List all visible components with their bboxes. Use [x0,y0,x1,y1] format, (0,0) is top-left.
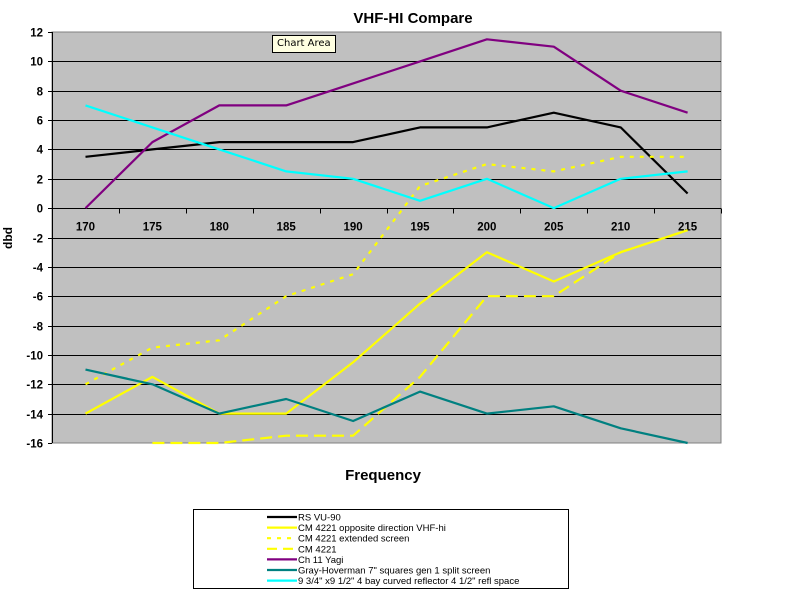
y-tick-label: -12 [26,380,43,392]
x-axis-title: Frequency [345,467,422,484]
series-path [152,229,688,445]
x-tick-label: 195 [410,222,430,234]
chart-area-tooltip: Chart Area [272,35,336,53]
series-path [85,111,689,195]
y-tick-label: -14 [26,410,43,422]
legend-label: Gray-Hoverman 7" squares gen 1 split scr… [298,566,490,577]
series-line[interactable] [152,229,688,445]
series-path [84,229,688,415]
chart-title: VHF-HI Compare [353,10,472,27]
series-line[interactable] [85,104,688,210]
legend-label: CM 4221 extended screen [298,534,409,545]
y-axis-ticks: 12 10 8 6 4 2 0 -2 -4 -6 -8 -10 -12 -14 -16 [26,28,53,451]
x-tick-label: 200 [477,222,496,234]
series-lines [84,38,689,445]
x-tick-label: 215 [678,222,698,234]
legend-item[interactable]: Gray-Hoverman 7" squares gen 1 split scr… [267,566,490,577]
x-tick-label: 205 [544,222,564,234]
y-tick-label: 4 [37,145,44,157]
x-axis: 170 175 180 185 190 195 200 205 210 215 [52,208,722,234]
x-tick-label: 170 [76,222,95,234]
series-line[interactable] [85,368,688,445]
y-axis-title: dbd [1,227,15,249]
y-tick-label: -6 [33,292,43,304]
x-tick-label: 180 [210,222,229,234]
legend-item[interactable]: 9 3/4" x9 1/2" 4 bay curved reflector 4 … [267,576,519,587]
series-path [85,368,688,445]
series-path [85,104,688,210]
y-tick-label: 0 [37,204,43,216]
legend-label: Ch 11 Yagi [298,555,343,566]
legend-item[interactable]: CM 4221 [267,544,337,555]
y-tick-label: -4 [33,263,44,275]
x-tick-label: 175 [143,222,163,234]
x-tick-label: 190 [343,222,362,234]
series-path [84,38,688,209]
legend-item[interactable]: RS VU-90 [267,513,341,524]
y-tick-label: 10 [30,57,43,69]
y-tick-label: -16 [26,439,43,451]
y-tick-label: 12 [30,28,43,40]
legend-label: 9 3/4" x9 1/2" 4 bay curved reflector 4 … [298,576,519,587]
y-tick-label: 8 [37,87,44,99]
legend-item[interactable]: CM 4221 extended screen [267,534,409,545]
y-tick-label: -8 [33,322,44,334]
series-line[interactable] [84,38,688,209]
x-tick-label: 210 [611,222,630,234]
x-tick-label: 185 [277,222,297,234]
legend-label: CM 4221 opposite direction VHF-hi [298,523,446,534]
legend-item[interactable]: CM 4221 opposite direction VHF-hi [267,523,446,534]
series-line[interactable] [84,155,688,386]
series-line[interactable] [85,111,689,195]
y-tick-label: -2 [33,234,43,246]
y-tick-label: 6 [37,116,43,128]
legend-label: RS VU-90 [298,513,341,524]
legend-item[interactable]: Ch 11 Yagi [267,555,343,566]
y-tick-label: 2 [37,175,43,187]
legend-label: CM 4221 [298,544,337,555]
legend-box [193,509,569,589]
plot-area[interactable] [51,31,722,444]
y-tick-label: -10 [26,351,43,363]
